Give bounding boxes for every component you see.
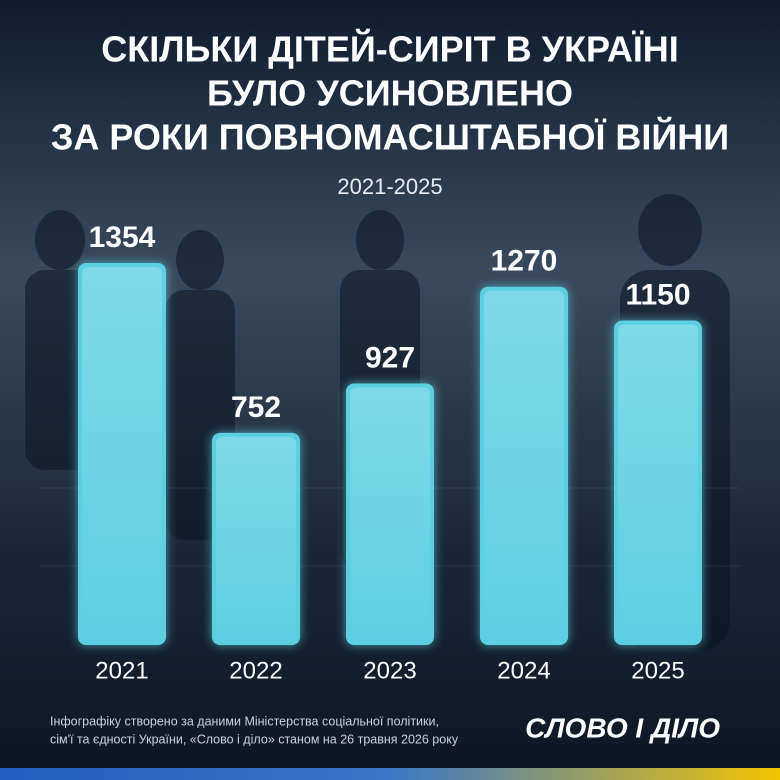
value-label: 1354 xyxy=(89,221,156,254)
source-line: Інфографіку створено за даними Міністерс… xyxy=(50,714,439,728)
x-tick-label: 2024 xyxy=(497,657,550,684)
x-tick-label: 2023 xyxy=(363,657,416,684)
value-label: 1270 xyxy=(491,245,558,278)
logo: СЛОВО І ДІЛО xyxy=(525,712,720,743)
bar-shine xyxy=(216,436,296,641)
bar-shine xyxy=(618,324,698,641)
bar-shine xyxy=(484,290,564,641)
title-line: ЗА РОКИ ПОВНОМАСШТАБНОЇ ВІЙНИ xyxy=(51,116,729,158)
bottom-stripe xyxy=(0,768,780,780)
source-line: сім'ї та єдності України, «Слово і діло»… xyxy=(50,732,459,746)
title-line: БУЛО УСИНОВЛЕНО xyxy=(207,73,573,114)
x-tick-label: 2025 xyxy=(631,657,684,684)
bar-shine xyxy=(350,387,430,641)
x-tick-label: 2022 xyxy=(229,657,282,684)
bar-shine xyxy=(82,267,162,641)
x-tick-label: 2021 xyxy=(95,657,148,684)
value-label: 927 xyxy=(365,341,415,374)
title-line: СКІЛЬКИ ДІТЕЙ-СИРІТ В УКРАЇНІ xyxy=(101,28,679,70)
value-label: 1150 xyxy=(625,278,690,311)
subtitle: 2021-2025 xyxy=(337,174,442,199)
plot: 1354 2021 752 2022 927 2023 1270 2024 1150 2025 xyxy=(40,221,740,684)
value-label: 752 xyxy=(231,391,281,424)
